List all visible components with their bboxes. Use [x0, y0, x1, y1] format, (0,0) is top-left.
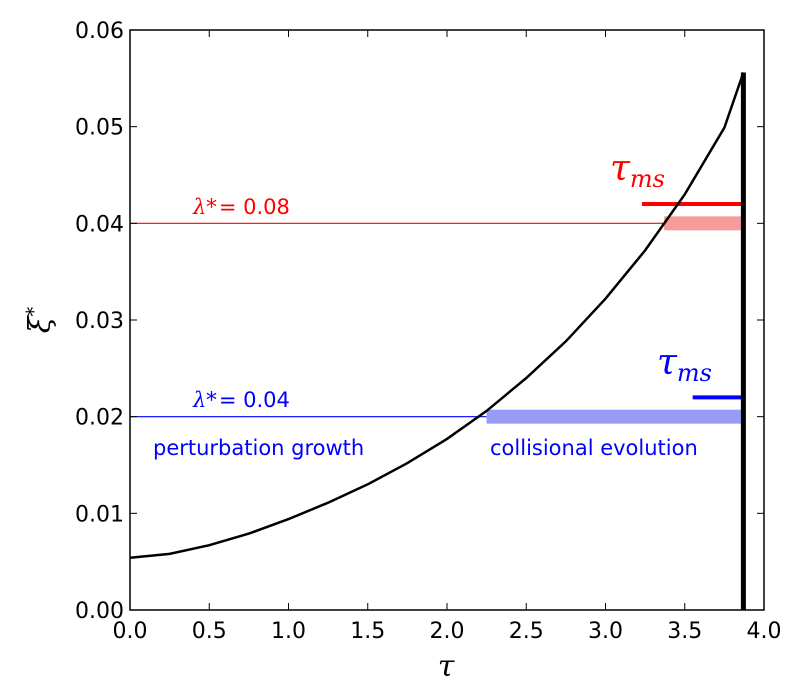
lambda-value-blue: = 0.04: [219, 388, 290, 412]
y-tick-label: 0.04: [75, 212, 124, 237]
plot-area: 0.0 0.5 1.0 1.5 2.0 2.5 3.0 3.5 4.0 0.00 0.01 0.02 0…: [75, 19, 781, 644]
plot-frame: [129, 29, 765, 611]
x-axis-label: τ: [438, 649, 455, 684]
x-tick-label: 2.5: [509, 619, 544, 644]
y-tick-label: 0.02: [75, 406, 124, 431]
lambda-symbol-blue: λ*: [192, 388, 217, 412]
collisional-evolution-label: collisional evolution: [490, 436, 698, 460]
perturbation-growth-label: perturbation growth: [153, 436, 364, 460]
lambda-label-blue: λ*= 0.04: [192, 388, 290, 412]
x-tick-label: 1.5: [350, 619, 385, 644]
x-tick-label: 3.5: [667, 619, 702, 644]
collision-band-red: [664, 216, 744, 231]
y-tick-label: 0.01: [75, 502, 124, 527]
tau-ms-sub-blue: ms: [677, 359, 712, 387]
y-axis-label: ξ*: [21, 307, 58, 334]
y-tick-label: 0.00: [75, 599, 124, 624]
tau-ms-symbol-red: τ: [610, 148, 631, 189]
y-tick-label: 0.06: [75, 19, 124, 44]
tau-ms-label-red: τms: [610, 148, 665, 193]
lambda-value-red: = 0.08: [219, 195, 290, 219]
tau-ms-label-blue: τms: [657, 342, 712, 387]
y-tick-label: 0.03: [75, 309, 124, 334]
x-tick-label: 0.5: [192, 619, 227, 644]
lambda-label-red: λ*= 0.08: [192, 195, 290, 219]
collision-band-blue: [486, 409, 744, 424]
xi-curve: [129, 72, 745, 560]
x-tick-label: 0.0: [113, 619, 148, 644]
lambda-symbol-red: λ*: [192, 195, 217, 219]
tau-ms-sub-red: ms: [630, 165, 665, 193]
y-axis-label-main: ξ: [23, 315, 58, 333]
x-tick-label: 3.0: [588, 619, 623, 644]
x-tick-label: 2.0: [430, 619, 465, 644]
y-tick-label: 0.05: [75, 116, 124, 141]
x-tick-label: 4.0: [747, 619, 782, 644]
svg-text:ξ*: ξ*: [21, 307, 58, 334]
x-tick-label: 1.0: [271, 619, 306, 644]
y-axis-label-sub: *: [21, 307, 45, 317]
tau-ms-symbol-blue: τ: [657, 342, 678, 383]
